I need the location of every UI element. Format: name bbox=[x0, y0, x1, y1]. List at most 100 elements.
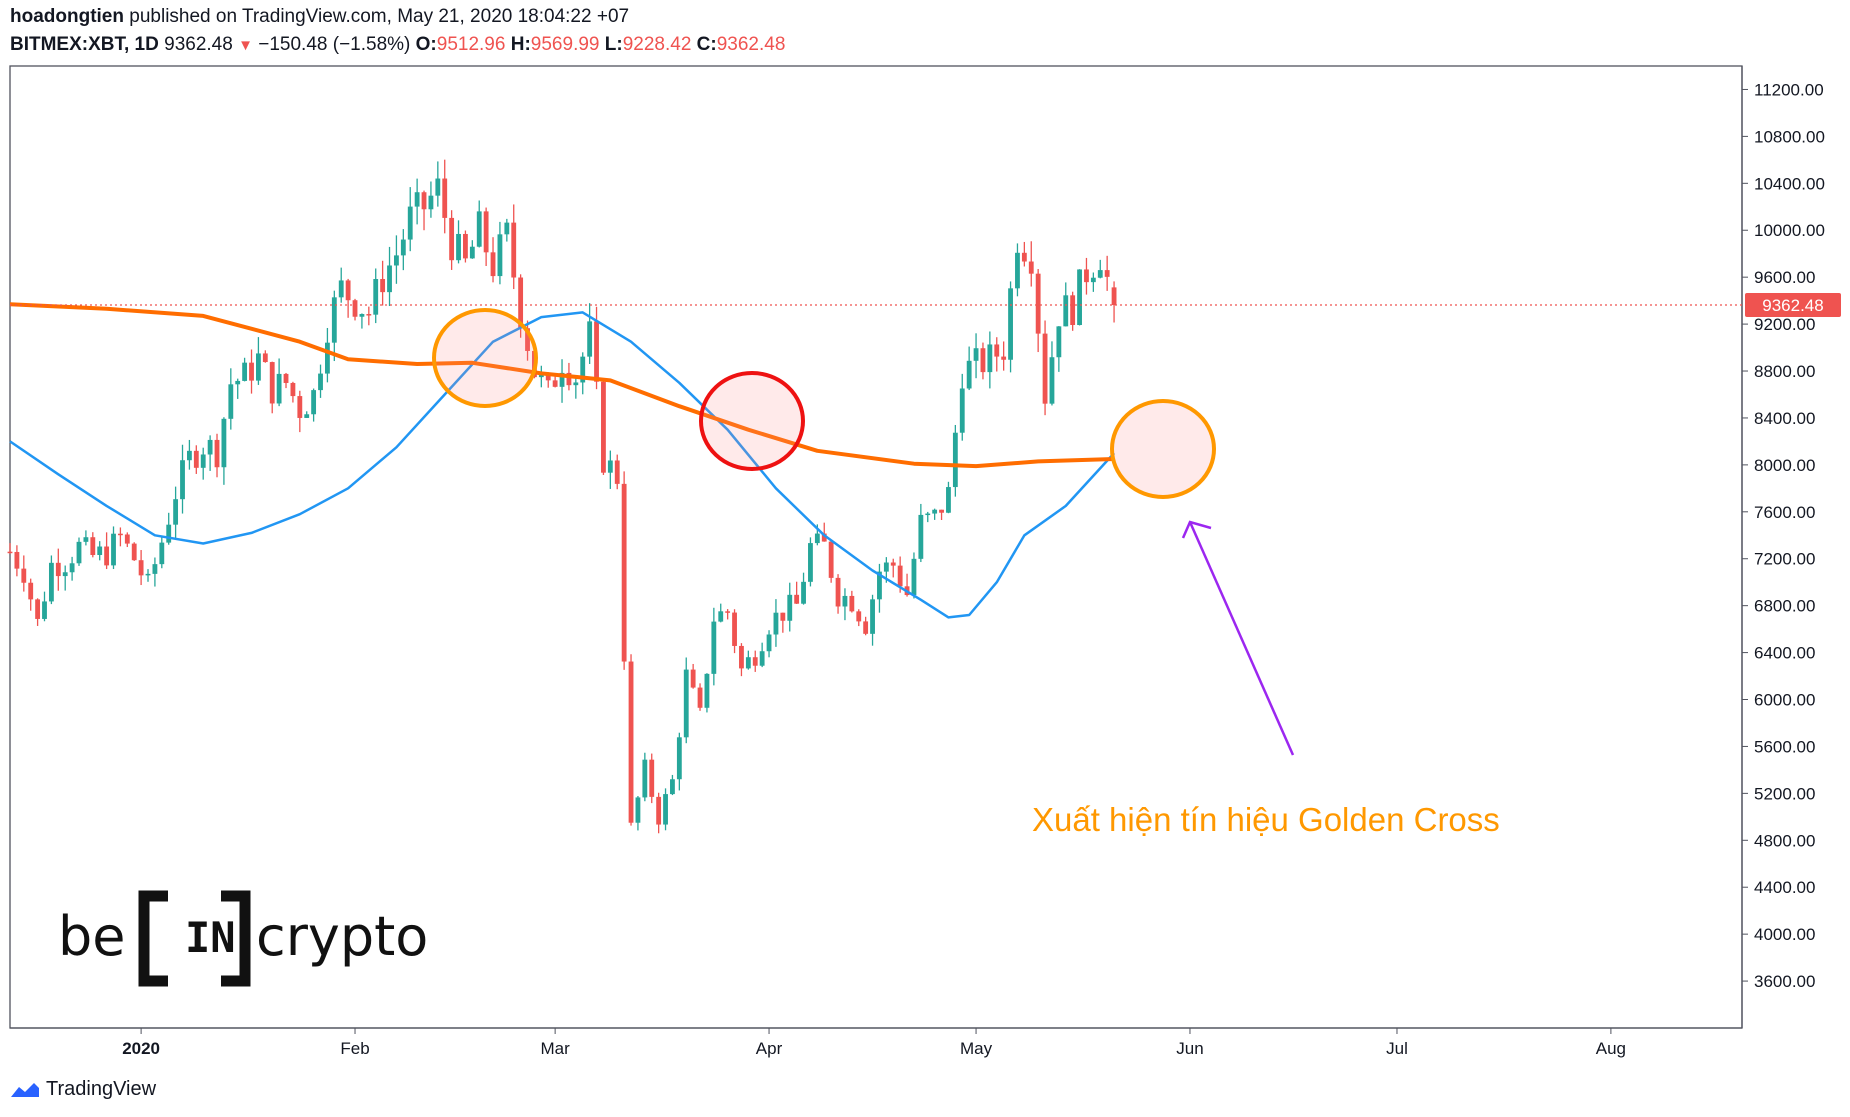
logo-text-be: be bbox=[58, 905, 126, 968]
y-tick-label: 9200.00 bbox=[1754, 315, 1815, 334]
candle-body bbox=[621, 483, 627, 662]
x-tick-label: Jun bbox=[1176, 1039, 1203, 1058]
candle-body bbox=[849, 595, 855, 612]
tradingview-logo-icon bbox=[11, 1082, 39, 1097]
beincrypto-logo: be IN crypto bbox=[58, 890, 428, 987]
candle-body bbox=[366, 314, 372, 316]
candle-body bbox=[373, 279, 379, 315]
candle-body bbox=[518, 277, 524, 329]
tradingview-footer[interactable]: TradingView bbox=[10, 1078, 156, 1101]
candle-body bbox=[76, 541, 82, 564]
candle-body bbox=[504, 222, 510, 235]
candle-body bbox=[959, 388, 965, 433]
candle-body bbox=[297, 396, 303, 418]
candle-body bbox=[387, 265, 392, 293]
y-tick-label: 5200.00 bbox=[1754, 784, 1815, 803]
y-tick-label: 7600.00 bbox=[1754, 503, 1815, 522]
x-tick-label: May bbox=[960, 1039, 993, 1058]
candle-body bbox=[221, 418, 227, 468]
annotation-arrow bbox=[1188, 521, 1295, 756]
high-value: 9569.99 bbox=[530, 34, 600, 55]
candle-body bbox=[48, 562, 54, 602]
candle-body bbox=[994, 344, 1000, 357]
candle-body bbox=[7, 551, 13, 554]
candle-body bbox=[255, 353, 261, 381]
candle-body bbox=[663, 794, 668, 825]
ma-lines-group bbox=[9, 302, 1116, 619]
candle-body bbox=[587, 321, 593, 357]
candle-body bbox=[883, 562, 889, 572]
slow-ma-line bbox=[9, 302, 1115, 469]
candle-body bbox=[601, 381, 606, 473]
golden-cross-marker-may bbox=[1110, 399, 1216, 499]
candle-body bbox=[1097, 270, 1103, 278]
candle-body bbox=[345, 280, 351, 301]
y-tick-label: 7200.00 bbox=[1754, 550, 1815, 569]
candle-body bbox=[683, 669, 689, 738]
last-price-label: 9362.48 bbox=[1762, 296, 1823, 315]
candle-body bbox=[801, 581, 806, 604]
y-tick-label: 5600.00 bbox=[1754, 737, 1815, 756]
candle-body bbox=[490, 252, 496, 277]
candle-body bbox=[207, 439, 213, 455]
candle-body bbox=[863, 621, 869, 634]
tradingview-brand: TradingView bbox=[46, 1078, 157, 1100]
candle-body bbox=[614, 460, 620, 484]
candle-body bbox=[759, 651, 765, 666]
candle-body bbox=[318, 373, 323, 391]
candle-body bbox=[1104, 270, 1110, 277]
logo-bracket-right bbox=[221, 890, 251, 987]
candle-body bbox=[242, 362, 248, 381]
author[interactable]: hoadongtien bbox=[10, 6, 124, 27]
candle-body bbox=[269, 362, 275, 404]
candle-body bbox=[407, 206, 413, 240]
candle-body bbox=[973, 348, 979, 361]
x-tick-label: 2020 bbox=[122, 1039, 160, 1058]
candle-body bbox=[594, 321, 599, 382]
candle-body bbox=[1015, 252, 1020, 289]
y-tick-label: 9600.00 bbox=[1754, 268, 1815, 287]
candle-body bbox=[235, 380, 241, 385]
golden-cross-marker-feb bbox=[432, 308, 538, 408]
candle-body bbox=[325, 342, 330, 374]
symbol-label[interactable]: BITMEX:XBT, 1D bbox=[10, 34, 159, 55]
current-price: 9362.48 bbox=[164, 34, 233, 55]
high-label: H: bbox=[510, 34, 531, 55]
candle-body bbox=[925, 513, 931, 516]
x-tick-label: Aug bbox=[1596, 1039, 1626, 1058]
candle-body bbox=[152, 564, 158, 574]
candle-body bbox=[780, 612, 786, 621]
candle-body bbox=[200, 454, 206, 468]
y-tick-label: 10000.00 bbox=[1754, 221, 1825, 240]
down-arrow-icon: ▼ bbox=[238, 37, 253, 54]
candles-group bbox=[7, 159, 1117, 834]
candle-body bbox=[1056, 326, 1062, 358]
candle-body bbox=[711, 621, 717, 674]
candle-body bbox=[1008, 288, 1013, 360]
logo-text-crypto: crypto bbox=[256, 905, 428, 968]
publish-info: hoadongtien published on TradingView.com… bbox=[10, 6, 629, 28]
candle-body bbox=[656, 796, 662, 825]
candle-body bbox=[752, 657, 758, 666]
candle-body bbox=[670, 779, 675, 795]
y-tick-label: 3600.00 bbox=[1754, 972, 1815, 991]
candle-body bbox=[1021, 252, 1027, 262]
candle-body bbox=[1001, 356, 1007, 360]
ohlc-legend: BITMEX:XBT, 1D 9362.48 ▼ −150.48 (−1.58%… bbox=[10, 34, 785, 56]
candle-body bbox=[697, 687, 703, 708]
y-tick-label: 11200.00 bbox=[1754, 80, 1824, 99]
candle-body bbox=[21, 568, 27, 583]
last-price-tag: 9362.48 bbox=[1745, 293, 1841, 318]
candle-body bbox=[573, 382, 579, 386]
candle-body bbox=[676, 737, 682, 780]
candle-body bbox=[359, 314, 365, 317]
candle-body bbox=[414, 192, 420, 207]
candle-body bbox=[186, 450, 192, 461]
y-tick-label: 8800.00 bbox=[1754, 362, 1815, 381]
candle-body bbox=[104, 546, 110, 566]
golden-cross-annotation: Xuất hiện tín hiệu Golden Cross bbox=[1032, 801, 1500, 838]
candle-body bbox=[249, 362, 254, 381]
x-tick-label: Apr bbox=[756, 1039, 783, 1058]
candle-body bbox=[400, 239, 406, 256]
